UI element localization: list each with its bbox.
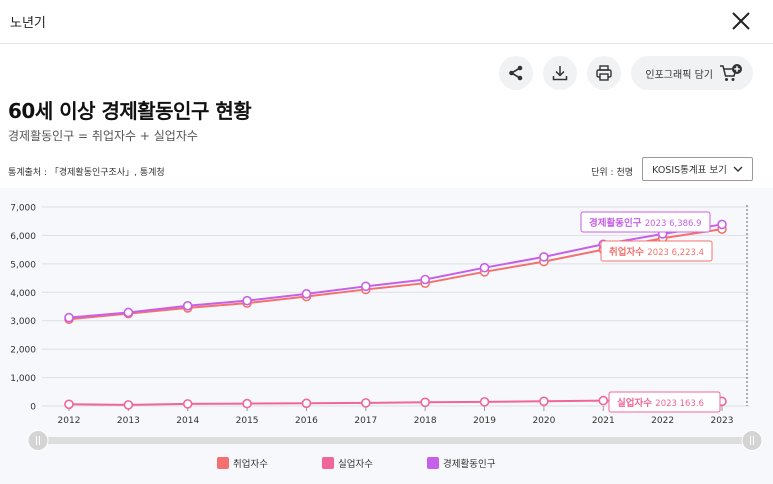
add-infographic-label: 인포그래픽 담기 — [645, 69, 713, 81]
data-point-unemployed — [539, 396, 549, 407]
data-point-unemployed — [64, 399, 74, 410]
data-point-unemployed — [242, 398, 252, 409]
data-point-econ_active — [123, 307, 134, 318]
data-point-unemployed — [361, 398, 371, 408]
data-point-econ_active — [64, 312, 74, 323]
tooltip-text-employed: 취업자수 2023 6,223.4 — [609, 246, 704, 258]
x-tick-label: 2016 — [295, 416, 318, 426]
data-point-unemployed — [182, 399, 193, 409]
data-point-econ_active — [479, 262, 490, 273]
range-slider-track — [38, 437, 752, 444]
x-tick-label: 2022 — [651, 416, 674, 426]
toolbar: 인포그래픽 담기 — [499, 56, 753, 90]
x-tick-label: 2019 — [473, 416, 496, 426]
x-tick-label: 2023 — [711, 416, 734, 426]
plot-area: 0 1,000 2,000 3,000 4,000 5,000 6,000 7,000 2012… — [0, 188, 773, 484]
legend-label-unemployed[interactable]: 실업자수 — [338, 458, 373, 470]
close-icon[interactable] — [729, 9, 753, 33]
x-tick-label: 2013 — [117, 416, 140, 426]
series-line-econ_active — [68, 223, 723, 319]
range-slider-handle-left[interactable] — [27, 430, 49, 451]
y-tick-label: 6,000 — [10, 232, 36, 242]
range-slider-handle-right[interactable] — [741, 430, 763, 451]
y-tick-label: 3,000 — [10, 317, 36, 327]
x-tick-label: 2015 — [236, 416, 259, 426]
x-tick-label: 2014 — [176, 416, 199, 426]
legend-swatch-employed[interactable] — [217, 457, 229, 469]
data-point-unemployed — [598, 395, 609, 406]
download-button[interactable] — [543, 56, 578, 90]
data-point-econ_active — [420, 274, 430, 285]
top-bar: 노년기 — [0, 0, 773, 44]
x-tick-label: 2018 — [414, 416, 437, 426]
y-tick-label: 0 — [30, 403, 36, 413]
x-tick-label: 2012 — [58, 416, 81, 426]
legend-swatch-econ_active[interactable] — [427, 457, 439, 469]
data-point-econ_active — [539, 252, 549, 262]
chart-subtitle: 경제활동인구 = 취업자수 + 실업자수 — [8, 129, 198, 143]
tooltip-text-econ_active: 경제활동인구 2023 6,386.9 — [589, 217, 702, 229]
data-point-unemployed — [479, 397, 490, 407]
y-tick-label: 2,000 — [10, 346, 36, 356]
data-point-unemployed — [123, 400, 134, 410]
data-point-econ_active — [717, 219, 727, 230]
share-button[interactable] — [499, 56, 534, 90]
y-tick-label: 4,000 — [10, 289, 36, 299]
unit-label: 단위 : 천명 — [591, 168, 633, 178]
line-chart: 0 1,000 2,000 3,000 4,000 5,000 6,000 7,000 2012… — [10, 204, 763, 470]
y-tick-label: 7,000 — [10, 204, 36, 214]
data-point-econ_active — [301, 289, 312, 299]
legend-label-econ_active[interactable]: 경제활동인구 — [443, 458, 496, 470]
add-infographic-button[interactable]: 인포그래픽 담기 — [631, 56, 753, 90]
page-title: 노년기 — [10, 16, 46, 31]
y-tick-label: 5,000 — [10, 260, 36, 270]
x-tick-label: 2021 — [592, 416, 615, 426]
chart-title: 60세 이상 경제활동인구 현황 — [8, 99, 252, 123]
tooltip-text-unemployed: 실업자수 2023 163.6 — [617, 397, 704, 409]
data-point-unemployed — [420, 397, 430, 408]
tooltip-box-employed — [600, 240, 713, 262]
x-tick-label: 2017 — [354, 416, 377, 426]
tooltip-box-unemployed — [608, 391, 721, 413]
data-point-econ_active — [182, 300, 193, 311]
share-icon — [509, 65, 523, 81]
x-tick-label: 2020 — [532, 416, 555, 426]
data-point-unemployed — [301, 398, 312, 409]
print-icon — [596, 65, 613, 81]
y-tick-label: 1,000 — [10, 374, 36, 384]
print-button[interactable] — [587, 56, 622, 90]
source-note: 통계출처 : 「경제활동인구조사」, 통계청 — [8, 168, 165, 178]
data-point-econ_active — [361, 281, 371, 292]
cart-add-icon — [720, 64, 742, 81]
chevron-down-icon — [733, 166, 743, 172]
legend-label-employed[interactable]: 취업자수 — [233, 458, 268, 470]
kosis-table-label: KOSIS통계표 보기 — [652, 165, 727, 176]
data-point-econ_active — [242, 295, 252, 306]
tooltip-box-econ_active — [580, 211, 711, 233]
download-icon — [553, 66, 568, 81]
legend-swatch-unemployed[interactable] — [322, 457, 334, 469]
kosis-table-button[interactable]: KOSIS통계표 보기 — [642, 157, 753, 181]
